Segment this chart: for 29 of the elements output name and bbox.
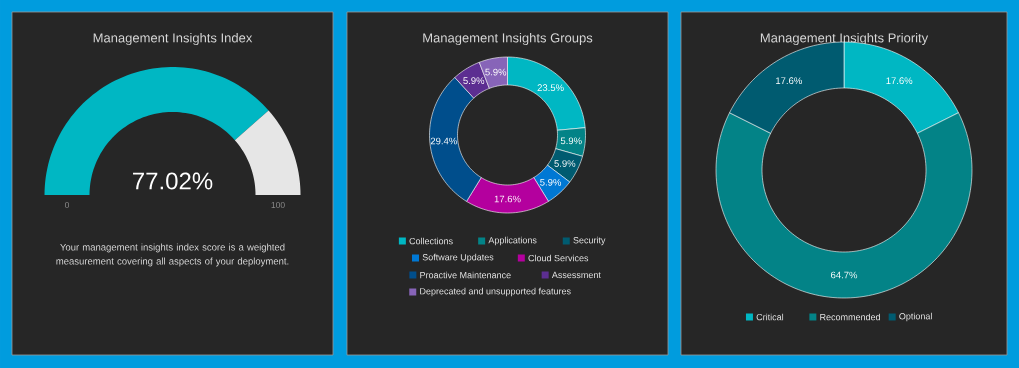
data-label: 5.9% (540, 178, 562, 186)
text: 0 (64, 202, 70, 208)
data-label: 5.9% (463, 77, 485, 84)
legend-label: Optional (899, 312, 932, 322)
text: Your management insights index score is a weighted measurement covering all aspects of your deployment. (56, 243, 289, 267)
data-label: 64.7% (831, 271, 858, 279)
chart-title: Management Insights Priority (760, 32, 929, 46)
legend-label: Proactive Maintenance (420, 271, 511, 279)
data-label: 17.6% (886, 77, 913, 85)
data-label: 29.4% (430, 137, 457, 145)
data-label: 5.9% (560, 137, 582, 145)
legend-label: Deprecated and unsupported features (420, 287, 571, 297)
data-label: 5.9% (485, 68, 507, 76)
legend-label: Security (573, 236, 606, 246)
data-label: 17.6% (776, 77, 802, 85)
legend-label: Collections (409, 237, 453, 245)
text: 100 (271, 202, 285, 208)
legend-label: Cloud Services (528, 254, 589, 262)
legend-label: Software Updates (422, 253, 494, 263)
legend-label: Applications (488, 236, 537, 246)
data-label: 17.6% (494, 195, 521, 203)
data-label: 23.5% (537, 84, 564, 92)
chart-title: Management Insights Index (93, 32, 253, 46)
data-label: 5.9% (554, 160, 576, 167)
legend-label: Recommended (820, 313, 880, 321)
legend-label: Assessment (551, 271, 601, 279)
data-label: 77.02% (133, 172, 213, 190)
legend-label: Critical (756, 313, 784, 321)
chart-title: Management Insights Groups (423, 32, 593, 46)
